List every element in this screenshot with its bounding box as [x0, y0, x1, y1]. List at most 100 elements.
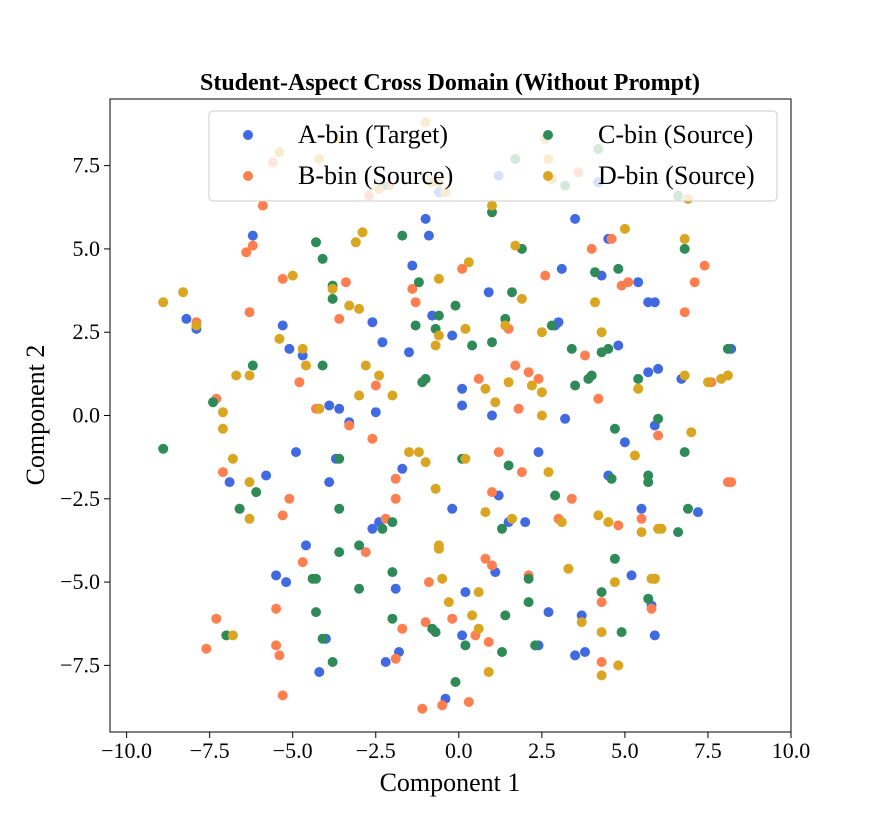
point-s3-66 [593, 510, 604, 521]
point-s0-1 [181, 313, 192, 324]
x-tick-label-0: −10.0 [101, 738, 152, 763]
point-s3-54 [510, 240, 521, 251]
point-s0-8 [281, 577, 292, 588]
point-s3-55 [516, 293, 527, 304]
legend-label-a-bin: A-bin (Target) [298, 120, 448, 149]
point-s3-70 [613, 660, 624, 671]
point-s3-69 [609, 577, 620, 588]
point-s2-9 [327, 293, 338, 304]
point-s0-71 [649, 630, 660, 641]
point-s0-59 [613, 340, 624, 351]
chart-title: Student-Aspect Cross Domain (Without Pro… [200, 70, 700, 96]
point-s0-56 [580, 647, 590, 657]
point-s3-60 [543, 467, 554, 478]
legend-label-d-bin: D-bin (Source) [598, 161, 755, 190]
point-s3-74 [636, 527, 647, 538]
point-s0-20 [377, 337, 388, 348]
point-s2-27 [410, 320, 421, 331]
point-s2-72 [653, 413, 664, 424]
point-s0-22 [367, 523, 378, 534]
point-s0-31 [423, 230, 434, 241]
point-s2-7 [317, 253, 328, 264]
point-s1-38 [423, 577, 434, 588]
point-s1-9 [257, 200, 268, 211]
point-s3-10 [227, 630, 238, 641]
point-s1-49 [493, 447, 504, 458]
point-s3-58 [536, 387, 547, 398]
point-s3-85 [722, 370, 733, 381]
point-s3-2 [191, 320, 202, 331]
point-s1-47 [487, 487, 497, 498]
point-s1-39 [437, 700, 448, 711]
point-s0-4 [277, 320, 288, 331]
point-s1-71 [646, 603, 657, 614]
series-0 [181, 170, 737, 704]
point-s3-57 [536, 327, 547, 338]
point-s3-50 [490, 397, 501, 408]
point-s2-62 [613, 263, 624, 274]
point-s1-14 [271, 603, 282, 614]
point-s1-69 [623, 277, 634, 288]
point-s2-14 [311, 573, 321, 584]
points-layer [158, 117, 737, 714]
point-s1-16 [274, 650, 285, 661]
point-s2-58 [586, 370, 597, 381]
point-s2-22 [387, 517, 398, 528]
point-s1-73 [679, 307, 690, 318]
point-s3-27 [413, 447, 424, 458]
point-s2-0 [158, 443, 169, 454]
point-s0-41 [487, 410, 497, 421]
point-s3-33 [430, 340, 441, 351]
point-s3-8 [244, 477, 255, 488]
point-s1-63 [593, 393, 604, 404]
point-s0-69 [636, 503, 647, 514]
point-s0-21 [370, 407, 381, 418]
point-s2-61 [606, 473, 617, 484]
point-s3-45 [480, 507, 491, 518]
point-s1-42 [463, 697, 474, 707]
point-s2-46 [500, 610, 511, 621]
y-tick-label-5: 5.0 [73, 236, 101, 261]
point-s3-38 [437, 573, 448, 584]
point-s1-74 [689, 277, 700, 288]
point-s2-38 [450, 677, 461, 687]
point-s1-17 [277, 690, 288, 701]
point-s0-2 [247, 230, 258, 241]
point-s3-7 [227, 453, 238, 464]
point-s2-15 [311, 607, 321, 618]
point-s2-11 [334, 453, 345, 464]
y-axis-label: Component 2 [21, 345, 50, 486]
point-s0-15 [334, 403, 345, 414]
point-s2-29 [420, 373, 431, 384]
point-s1-13 [277, 510, 288, 521]
point-s1-41 [457, 263, 468, 274]
point-s0-65 [649, 297, 660, 308]
y-tick-label-4: 2.5 [73, 319, 101, 344]
point-s2-1 [208, 397, 218, 408]
point-s2-21 [377, 523, 388, 534]
point-s0-73 [693, 507, 703, 518]
y-tick-label-3: 0.0 [73, 403, 101, 428]
point-s1-11 [277, 273, 288, 284]
point-s1-8 [244, 307, 255, 318]
series-1 [191, 157, 737, 714]
legend-label-b-bin: B-bin (Source) [298, 161, 453, 190]
x-axis-label: Component 1 [380, 768, 521, 797]
point-s1-36 [417, 703, 428, 714]
point-s1-34 [407, 283, 418, 294]
point-s1-31 [390, 473, 401, 484]
point-s3-39 [443, 597, 454, 608]
point-s3-93 [354, 390, 365, 401]
point-s2-20 [354, 583, 365, 594]
point-s1-53 [516, 467, 527, 478]
point-s3-25 [387, 390, 398, 401]
point-s1-7 [247, 240, 258, 251]
point-s1-48 [487, 560, 497, 571]
point-s0-5 [284, 343, 295, 354]
point-s1-20 [297, 557, 308, 568]
point-s3-35 [430, 483, 441, 494]
point-s0-30 [420, 213, 431, 224]
point-s2-40 [487, 337, 497, 348]
point-s0-10 [224, 477, 235, 488]
